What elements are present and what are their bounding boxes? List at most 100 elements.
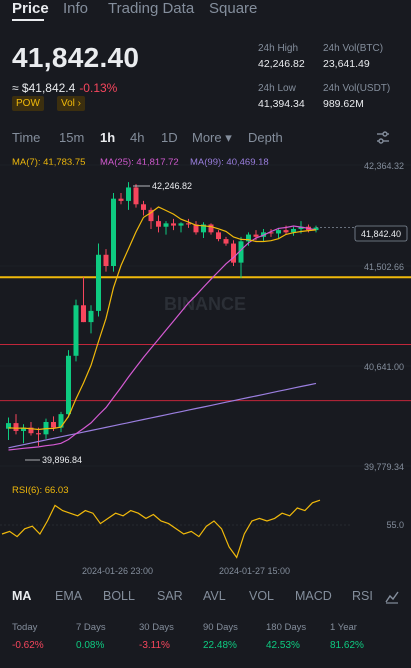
indicator-vol[interactable]: VOL <box>249 589 275 603</box>
tab-info[interactable]: Info <box>63 0 89 17</box>
perf-label-180d: 180 Days <box>266 622 307 633</box>
candle-body <box>133 187 139 205</box>
candle-body <box>126 187 131 201</box>
tab-square[interactable]: Square <box>209 0 258 17</box>
candle-body <box>193 224 199 233</box>
candle-body <box>171 223 176 226</box>
high-annotation: 42,246.82 <box>152 181 193 191</box>
price-change: -0.13% <box>79 81 118 95</box>
vol-usdt-value: 989.62M <box>323 98 364 110</box>
candle-body <box>58 414 64 428</box>
ma25-legend: MA(25): 41,817.72 <box>100 157 179 168</box>
interval-1h[interactable]: 1h <box>100 130 116 145</box>
perf-value-7d: 0.08% <box>76 640 105 651</box>
interval-bar: Time 15m 1h 4h 1D More ▾ Depth <box>0 130 411 148</box>
candle-body <box>148 209 154 222</box>
interval-15m[interactable]: 15m <box>59 130 85 145</box>
low-label: 24h Low <box>258 83 296 94</box>
candle-body <box>73 305 79 356</box>
candle-body <box>201 224 206 233</box>
indicator-rsi[interactable]: RSI <box>352 589 373 603</box>
candle-body <box>246 234 251 242</box>
tag-vol[interactable]: Vol › <box>57 96 86 111</box>
candle-body <box>36 433 41 435</box>
candle-body <box>216 232 221 240</box>
candle-body <box>223 239 229 244</box>
candle-body <box>51 421 56 428</box>
candle-body <box>163 223 169 227</box>
candle-body <box>208 224 214 233</box>
high-label: 24h High <box>258 43 299 54</box>
candle-body <box>231 243 236 263</box>
candle-body <box>96 254 101 311</box>
vol-btc-value: 23,641.49 <box>323 58 370 70</box>
candle-body <box>186 223 191 225</box>
candle-body <box>21 427 26 431</box>
candle-body <box>103 254 109 266</box>
interval-1d[interactable]: 1D <box>161 130 178 145</box>
candle-body <box>118 198 124 201</box>
interval-more[interactable]: More ▾ <box>192 130 232 145</box>
fiat-price-row: ≈ $41,842.4 -0.13% <box>12 81 117 95</box>
high-value: 42,246.82 <box>258 58 305 70</box>
perf-value-1y: 81.62% <box>330 640 364 651</box>
current-price-label: 41,842.40 <box>361 229 401 239</box>
candle-body <box>291 228 296 233</box>
ma99-legend: MA(99): 40,469.18 <box>190 157 269 168</box>
date-label-1: 2024-01-26 23:00 <box>82 566 154 576</box>
tab-trading-data[interactable]: Trading Data <box>108 0 195 17</box>
tab-price[interactable]: Price <box>12 0 49 17</box>
candle-body <box>178 223 184 226</box>
top-tabs: Price Info Trading Data Square <box>0 0 411 22</box>
indicator-ma[interactable]: MA <box>12 589 32 603</box>
date-label-2: 2024-01-27 15:00 <box>219 566 291 576</box>
candle-body <box>88 310 94 323</box>
tag-pow[interactable]: POW <box>12 96 44 111</box>
chart-settings-icon[interactable] <box>375 130 391 149</box>
interval-depth[interactable]: Depth <box>248 130 283 145</box>
candle-body <box>253 234 259 237</box>
axis-label-1: 42,364.32 <box>363 161 404 171</box>
last-price: 41,842.40 <box>12 42 140 73</box>
low-value: 41,394.34 <box>258 98 305 110</box>
candle-body <box>66 355 71 415</box>
perf-value-90d: 22.48% <box>203 640 237 651</box>
candle-body <box>313 227 319 231</box>
candle-body <box>111 198 116 266</box>
candle-body <box>13 423 19 431</box>
interval-time[interactable]: Time <box>12 130 41 145</box>
indicator-sar[interactable]: SAR <box>157 589 183 603</box>
ma25-line <box>8 225 317 451</box>
candle-body <box>238 241 244 263</box>
indicator-macd[interactable]: MACD <box>295 589 332 603</box>
ma99-line <box>8 382 317 449</box>
rsi-line <box>1 499 321 559</box>
indicator-boll[interactable]: BOLL <box>103 589 135 603</box>
candle-body <box>156 221 161 227</box>
rsi-legend: RSI(6): 66.03 <box>12 485 69 496</box>
indicator-settings-icon[interactable] <box>384 589 400 608</box>
watermark: BINANCE <box>164 294 246 314</box>
rsi-level-label: 55.0 <box>386 520 404 530</box>
perf-value-today: -0.62% <box>12 640 44 651</box>
perf-label-1y: 1 Year <box>330 622 357 633</box>
interval-4h[interactable]: 4h <box>130 130 145 145</box>
perf-label-30d: 30 Days <box>139 622 174 633</box>
ma7-legend: MA(7): 41,783.75 <box>12 157 86 168</box>
perf-label-today: Today <box>12 622 38 633</box>
candle-body <box>81 305 86 323</box>
tab-active-indicator <box>12 19 44 21</box>
indicator-avl[interactable]: AVL <box>203 589 226 603</box>
candle-body <box>283 230 289 233</box>
indicator-ema[interactable]: EMA <box>55 589 83 603</box>
perf-value-30d: -3.11% <box>139 640 170 651</box>
indicator-tabs: MA EMA BOLL SAR AVL VOL MACD RSI <box>0 589 411 607</box>
axis-label-3: 40,641.00 <box>363 362 404 372</box>
axis-label-4: 39,779.34 <box>363 462 404 472</box>
vol-btc-label: 24h Vol(BTC) <box>323 43 384 54</box>
candle-body <box>276 230 281 234</box>
candle-body <box>141 204 146 210</box>
axis-label-2: 41,502.66 <box>363 262 404 272</box>
candle-body <box>268 232 274 234</box>
